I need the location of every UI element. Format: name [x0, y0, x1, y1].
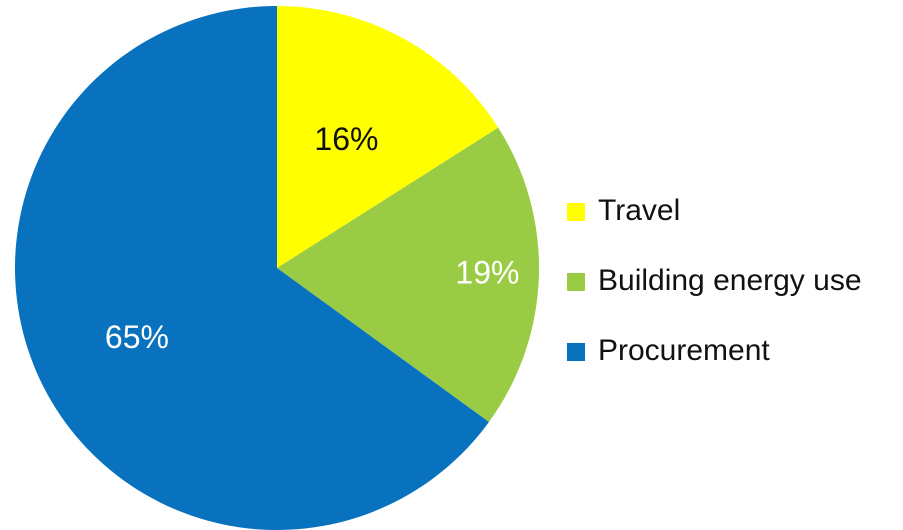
pie-slices [15, 6, 539, 530]
legend-label: Procurement [598, 334, 770, 367]
pie-slice-travel [277, 6, 499, 268]
pie-data-labels: 16% 19% 65% [105, 121, 520, 355]
data-label-building-energy-use: 19% [455, 255, 519, 291]
legend-swatch [567, 273, 585, 291]
legend-item-building-energy-use: Building energy use [567, 264, 862, 297]
legend-item-travel: Travel [567, 194, 680, 227]
legend-swatch [567, 203, 585, 221]
pie-slice-building-energy-use [277, 127, 539, 422]
legend: Travel Building energy use Procurement [567, 194, 862, 367]
legend-swatch [567, 343, 585, 361]
data-label-travel: 16% [314, 121, 378, 157]
legend-label: Building energy use [598, 264, 862, 297]
data-label-procurement: 65% [105, 319, 169, 355]
legend-item-procurement: Procurement [567, 334, 770, 367]
pie-slice-procurement [15, 6, 489, 530]
legend-label: Travel [598, 194, 680, 227]
